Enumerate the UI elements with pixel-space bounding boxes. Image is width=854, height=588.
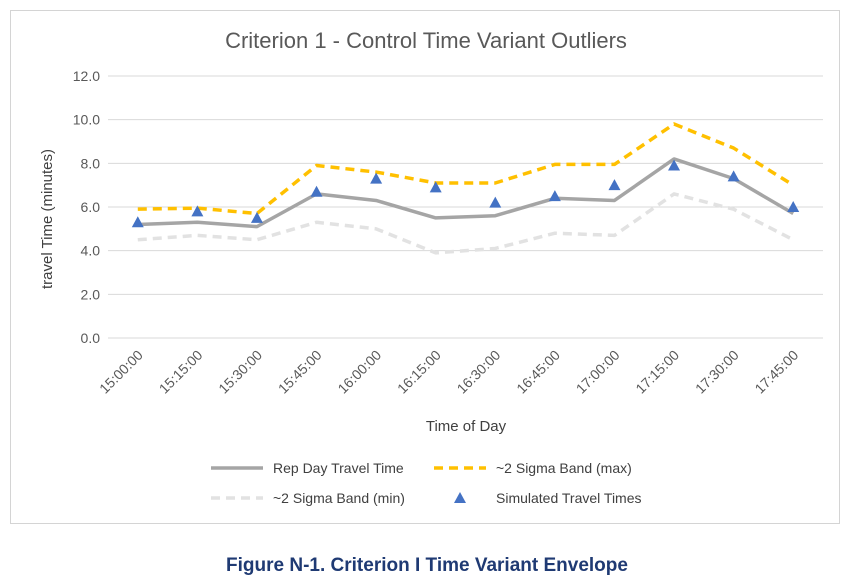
y-tick-label: 4.0 (81, 243, 101, 259)
x-tick-label: 16:00:00 (334, 347, 384, 397)
simulated-travel-time-marker (787, 201, 800, 212)
simulated-travel-time-marker (250, 211, 263, 223)
chart-frame: 0.0 2.0 4.0 6.0 8.0 10.0 12.0 15:00:00 15:15:00… (10, 10, 840, 524)
x-axis-ticks: 15:00:00 15:15:00 15:30:00 15:45:00 16:00:00… (96, 347, 801, 397)
gridlines (108, 75, 823, 339)
x-tick-label: 15:00:00 (96, 347, 146, 397)
simulated-travel-time-marker (548, 190, 561, 202)
y-tick-label: 8.0 (81, 155, 101, 171)
y-tick-label: 12.0 (73, 68, 100, 84)
figure-caption: Figure N-1. Criterion I Time Variant Env… (226, 555, 628, 576)
simulated-travel-time-marker (310, 185, 323, 197)
y-axis-title: travel Time (minutes) (39, 149, 56, 289)
line-chart: 0.0 2.0 4.0 6.0 8.0 10.0 12.0 15:00:00 15:15:00… (39, 28, 823, 506)
x-axis-title: Time of Day (426, 418, 507, 435)
simulated-travel-time-marker (727, 170, 740, 182)
x-tick-label: 15:30:00 (215, 347, 265, 397)
x-tick-label: 17:00:00 (573, 347, 623, 397)
legend-label: Simulated Travel Times (496, 490, 642, 506)
x-tick-label: 15:45:00 (275, 347, 325, 397)
y-tick-label: 6.0 (81, 199, 101, 215)
legend-label: ~2 Sigma Band (max) (496, 460, 632, 476)
2-sigma-band-min-line (137, 192, 795, 255)
simulated-travel-time-marker (608, 179, 621, 191)
y-tick-label: 0.0 (81, 330, 101, 346)
simulated-travel-time-marker (668, 159, 681, 171)
y-tick-label: 2.0 (81, 286, 101, 302)
x-tick-label: 17:30:00 (692, 347, 742, 397)
simulated-travel-time-marker (429, 181, 442, 193)
series-layer (131, 122, 800, 255)
legend: Rep Day Travel Time ~2 Sigma Band (max) ~2… (211, 460, 642, 506)
2-sigma-band-max-line (137, 122, 795, 216)
x-tick-label: 17:15:00 (632, 347, 682, 397)
chart-title: Criterion 1 - Control Time Variant Outli… (225, 28, 627, 53)
x-tick-label: 16:45:00 (513, 347, 563, 397)
x-tick-label: 17:45:00 (751, 347, 801, 397)
x-tick-label: 16:15:00 (394, 347, 444, 397)
x-tick-label: 16:30:00 (454, 347, 504, 397)
simulated-travel-time-marker (489, 196, 502, 208)
y-tick-label: 10.0 (73, 112, 100, 128)
legend-label: Rep Day Travel Time (273, 460, 404, 476)
legend-marker-icon (454, 492, 466, 503)
x-tick-label: 15:15:00 (156, 347, 206, 397)
y-axis-ticks: 0.0 2.0 4.0 6.0 8.0 10.0 12.0 (73, 68, 100, 346)
simulated-travel-time-marker (370, 172, 383, 184)
rep-day-travel-time-line (137, 157, 795, 229)
simulated-travel-time-marker (131, 216, 144, 228)
legend-label: ~2 Sigma Band (min) (273, 490, 405, 506)
simulated-travel-time-marker (191, 205, 204, 217)
